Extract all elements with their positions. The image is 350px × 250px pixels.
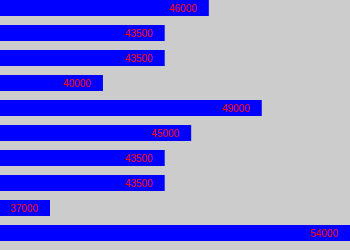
data-label: 43500	[125, 53, 153, 64]
data-label: 43500	[125, 153, 153, 164]
bar	[0, 100, 262, 116]
data-label: 43500	[125, 28, 153, 39]
data-labels: 46000 43500 43500 40000 49000 45000 43500 43500…	[10, 3, 338, 239]
bar	[0, 0, 209, 16]
data-label: 46000	[169, 3, 197, 14]
data-label: 43500	[125, 178, 153, 189]
bar	[0, 75, 103, 91]
bar	[0, 125, 191, 141]
bar	[0, 200, 50, 216]
bar	[0, 225, 350, 241]
bar	[0, 50, 165, 66]
data-label: 54000	[310, 228, 338, 239]
data-label: 37000	[10, 203, 38, 214]
background	[0, 0, 350, 250]
bar	[0, 25, 165, 41]
data-label: 49000	[222, 103, 250, 114]
bar	[0, 150, 165, 166]
data-label: 40000	[63, 78, 91, 89]
bar	[0, 175, 165, 191]
chart: 46000 43500 43500 40000 49000 45000 43500 43500…	[0, 0, 350, 250]
data-label: 45000	[151, 128, 179, 139]
bars	[0, 0, 350, 241]
